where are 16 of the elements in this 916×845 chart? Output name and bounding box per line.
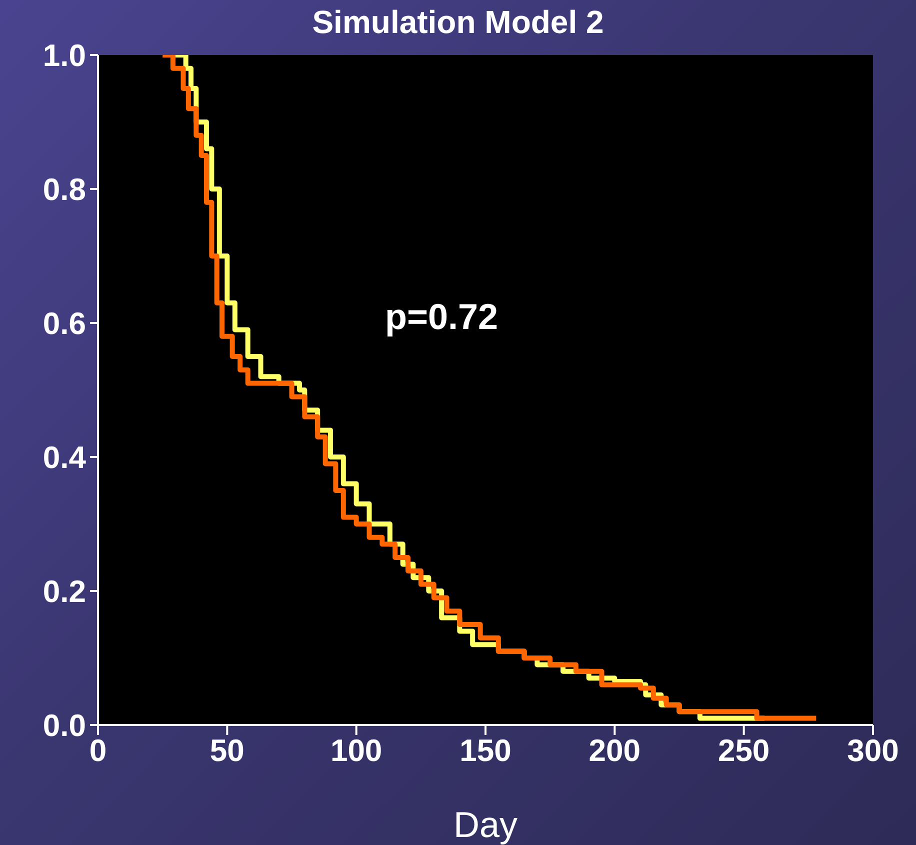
x-tick-label: 100: [330, 733, 382, 768]
x-tick-label: 300: [847, 733, 899, 768]
y-tick-label: 0.6: [42, 306, 86, 342]
y-tick-label: 1.0: [42, 38, 86, 74]
annotation: p=0.72: [385, 296, 498, 338]
x-tick-label: 200: [588, 733, 641, 768]
x-tick-label: 50: [210, 733, 244, 768]
x-tick-label: 250: [718, 733, 770, 768]
y-tick-label: 0.2: [42, 574, 86, 610]
y-tick-label: 0.8: [42, 172, 86, 208]
y-tick-label: 0.4: [42, 440, 87, 476]
x-tick-label: 150: [460, 733, 512, 768]
y-tick-label: 0.0: [42, 708, 86, 744]
chart-title: Simulation Model 2: [312, 4, 604, 40]
x-tick-label: 0: [89, 733, 107, 768]
x-axis-title: Day: [453, 804, 518, 845]
